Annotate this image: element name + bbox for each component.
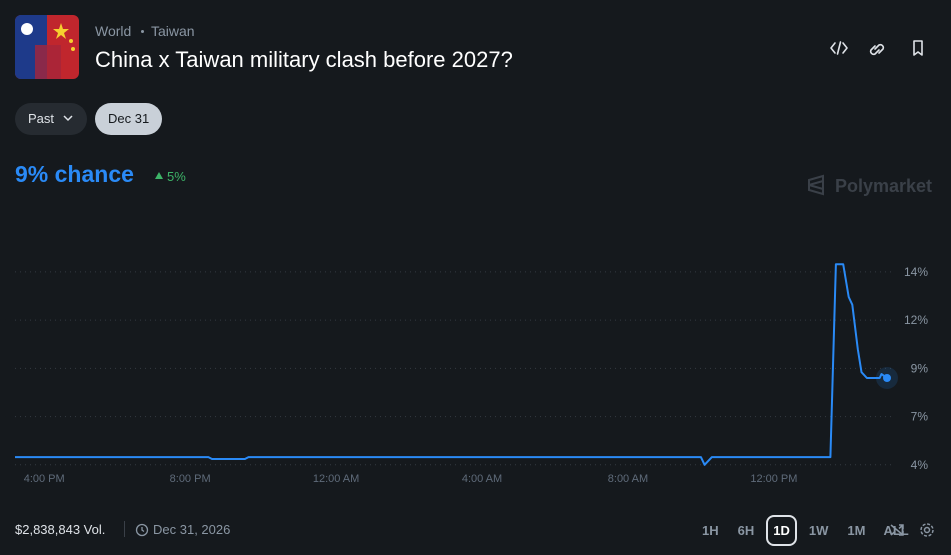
date-filter[interactable]: Past (15, 103, 87, 135)
bookmark-icon[interactable] (913, 40, 923, 56)
chart: 4% 7% 9% 12% 14% 4:00 PM 8:00 PM 12:00 AM 4:00 A… (15, 263, 929, 485)
settings-icon[interactable] (919, 522, 935, 538)
chevron (63, 115, 73, 122)
y-tick-label: 4% (911, 458, 929, 472)
change: 5% (167, 169, 186, 184)
x-tick-label: 12:00 PM (750, 473, 797, 485)
y-tick-label: 12% (904, 313, 928, 327)
volume: $2,838,843 Vol. (15, 522, 106, 537)
brand-logo (808, 174, 824, 196)
x-tick-label: 4:00 PM (24, 473, 65, 485)
range-button[interactable]: 6H (737, 522, 755, 538)
current-point (883, 374, 891, 382)
price-line (15, 263, 888, 466)
actions (830, 40, 923, 56)
separator (141, 30, 144, 33)
shuffle-icon[interactable] (889, 522, 905, 538)
link-icon[interactable] (869, 43, 885, 56)
up-arrow (155, 172, 163, 179)
filter-label: Past (28, 111, 55, 126)
breadcrumb[interactable]: World (95, 23, 132, 39)
embed-icon[interactable] (830, 41, 848, 55)
probability: 9% chance (15, 161, 134, 187)
divider (124, 521, 125, 537)
range-button[interactable]: 1D (766, 514, 797, 546)
x-tick-label: 8:00 AM (608, 473, 648, 485)
range-button[interactable]: 1H (702, 522, 719, 538)
market-image (15, 15, 79, 79)
x-tick-label: 12:00 AM (313, 473, 359, 485)
x-tick-label: 8:00 PM (170, 473, 211, 485)
date-filter[interactable]: Dec 31 (95, 103, 163, 135)
breadcrumb[interactable]: Taiwan (151, 23, 195, 39)
range-button[interactable]: 1M (847, 522, 866, 538)
end-date: Dec 31, 2026 (153, 522, 231, 537)
range-button[interactable]: 1W (808, 522, 829, 538)
clock-icon (135, 523, 149, 537)
x-tick-label: 4:00 AM (462, 473, 502, 485)
y-tick-label: 9% (911, 361, 929, 375)
y-tick-label: 7% (911, 410, 929, 424)
brand: Polymarket (835, 176, 933, 196)
market-title: China x Taiwan military clash before 202… (95, 47, 513, 72)
y-tick-label: 14% (904, 265, 928, 279)
range-selector: 1H 6H 1D 1W 1M ALL (695, 514, 915, 546)
